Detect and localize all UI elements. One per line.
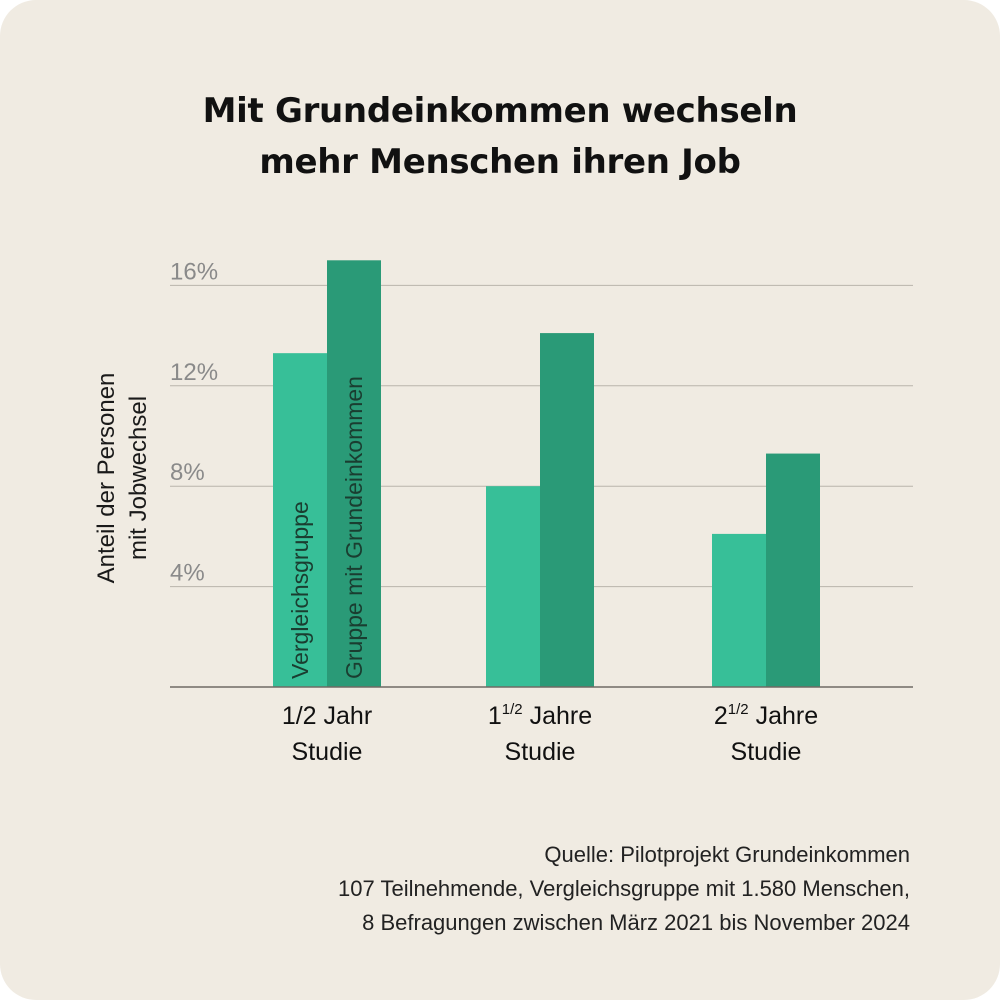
source-note: Quelle: Pilotprojekt Grundeinkommen 107 … <box>150 838 910 940</box>
series-label-grundeinkommen: Gruppe mit Grundeinkommen <box>341 376 367 679</box>
source-line-3: 8 Befragungen zwischen März 2021 bis Nov… <box>362 910 910 935</box>
x-category-label-2-line-2: Studie <box>505 738 576 766</box>
x-category-label-1-line-1: 1/2 Jahr <box>282 702 372 730</box>
bar-grundeinkommen-2 <box>540 333 594 687</box>
bars <box>273 260 820 687</box>
x-category-label-1-line-2: Studie <box>292 738 363 766</box>
chart-title: Mit Grundeinkommen wechseln mehr Mensche… <box>100 86 900 188</box>
y-tick-label-4: 4% <box>170 560 205 587</box>
bar-grundeinkommen-1 <box>327 260 381 687</box>
labels: 4% 8% 12% 16% Vergleichsgruppe Gruppe mit Gru… <box>170 258 818 766</box>
y-tick-label-16: 16% <box>170 258 218 285</box>
chart-title-line-1: Mit Grundeinkommen wechseln <box>202 91 798 131</box>
source-line-2: 107 Teilnehmende, Vergleichsgruppe mit 1… <box>338 876 910 901</box>
series-label-vergleichsgruppe: Vergleichsgruppe <box>287 501 313 679</box>
bar-vergleichsgruppe-2 <box>486 486 540 687</box>
bar-vergleichsgruppe-3 <box>712 533 766 687</box>
source-line-1: Quelle: Pilotprojekt Grundeinkommen <box>544 842 910 867</box>
bar-vergleichsgruppe-1 <box>273 353 327 687</box>
x-category-label-2-line-1: 11/2 Jahre <box>488 701 592 730</box>
chart-title-line-2: mehr Menschen ihren Job <box>259 142 741 182</box>
bar-grundeinkommen-3 <box>766 453 820 687</box>
y-tick-label-12: 12% <box>170 359 218 386</box>
y-tick-label-8: 8% <box>170 459 205 486</box>
x-category-label-3-line-1: 21/2 Jahre <box>714 701 818 730</box>
x-category-label-3-line-2: Studie <box>731 738 802 766</box>
